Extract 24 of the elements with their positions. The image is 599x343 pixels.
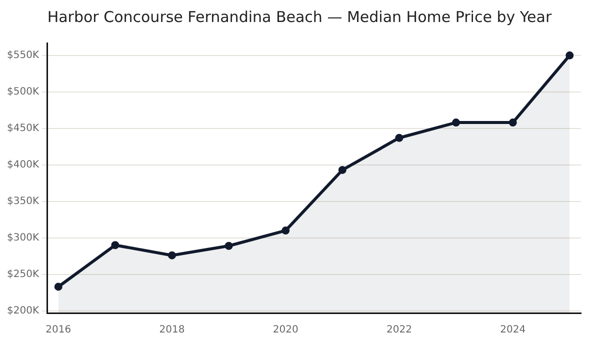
y-tick-label: $500K: [6, 86, 40, 98]
y-tick-label: $400K: [6, 159, 40, 170]
y-tick-label: $550K: [6, 50, 40, 61]
point: [168, 251, 176, 260]
x-tick-label: 2018: [159, 324, 185, 336]
point: [452, 118, 460, 127]
y-tick-label: $450K: [6, 122, 40, 134]
point: [508, 118, 517, 127]
x-tick-label: 2016: [46, 324, 72, 336]
y-tick-label: $200K: [6, 305, 40, 316]
x-tick-label: 2020: [272, 324, 298, 336]
point: [224, 242, 233, 250]
y-tick-label: $350K: [6, 196, 40, 207]
y-tick-label: $300K: [6, 232, 40, 244]
point: [111, 241, 120, 250]
x-tick-label: 2024: [500, 324, 526, 336]
y-tick-label: $250K: [6, 268, 40, 280]
point: [54, 282, 62, 291]
point: [338, 166, 346, 174]
point: [395, 134, 404, 142]
x-tick-label: 2022: [386, 324, 412, 336]
chart-title: Harbor Concourse Fernandina Beach — Median Home Price by Year: [46, 7, 553, 28]
point: [566, 51, 574, 60]
point: [282, 226, 290, 235]
